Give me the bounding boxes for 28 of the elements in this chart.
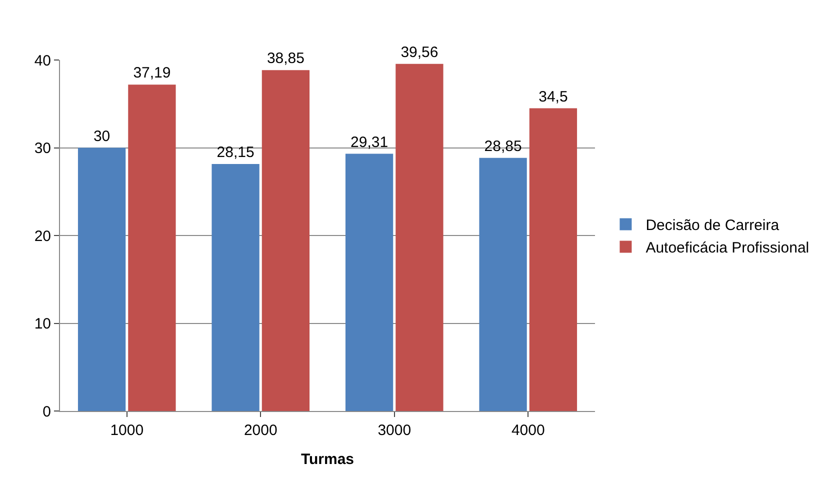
bar bbox=[212, 164, 260, 411]
bar bbox=[128, 84, 176, 411]
x-tick-label: 2000 bbox=[244, 422, 278, 439]
bar bbox=[345, 154, 394, 411]
data-label: 37,19 bbox=[133, 64, 171, 82]
y-tick-label: 30 bbox=[34, 140, 51, 157]
legend-label: Decisão de Carreira bbox=[646, 217, 780, 234]
bar bbox=[529, 108, 578, 411]
data-label: 34,5 bbox=[538, 88, 568, 106]
data-label: 38,85 bbox=[266, 50, 304, 68]
data-label: 29,31 bbox=[350, 134, 388, 151]
bar bbox=[262, 70, 310, 411]
x-tick-label: 1000 bbox=[110, 422, 144, 439]
x-tick-label: 4000 bbox=[511, 422, 545, 439]
data-label: 28,15 bbox=[216, 144, 254, 161]
y-tick-label: 40 bbox=[34, 52, 51, 70]
data-label: 39,56 bbox=[400, 44, 438, 61]
y-tick-label: 0 bbox=[42, 403, 51, 420]
bar bbox=[78, 148, 126, 411]
bar bbox=[479, 158, 527, 411]
x-tick-label: 3000 bbox=[378, 422, 412, 439]
x-axis-title: Turmas bbox=[300, 451, 354, 468]
data-label: 28,85 bbox=[484, 138, 522, 155]
legend-label: Autoeficácia Profissional bbox=[646, 240, 810, 257]
y-tick-label: 10 bbox=[34, 316, 51, 332]
data-label: 30 bbox=[93, 128, 110, 145]
bar bbox=[396, 64, 444, 411]
y-tick-label: 20 bbox=[34, 228, 51, 245]
